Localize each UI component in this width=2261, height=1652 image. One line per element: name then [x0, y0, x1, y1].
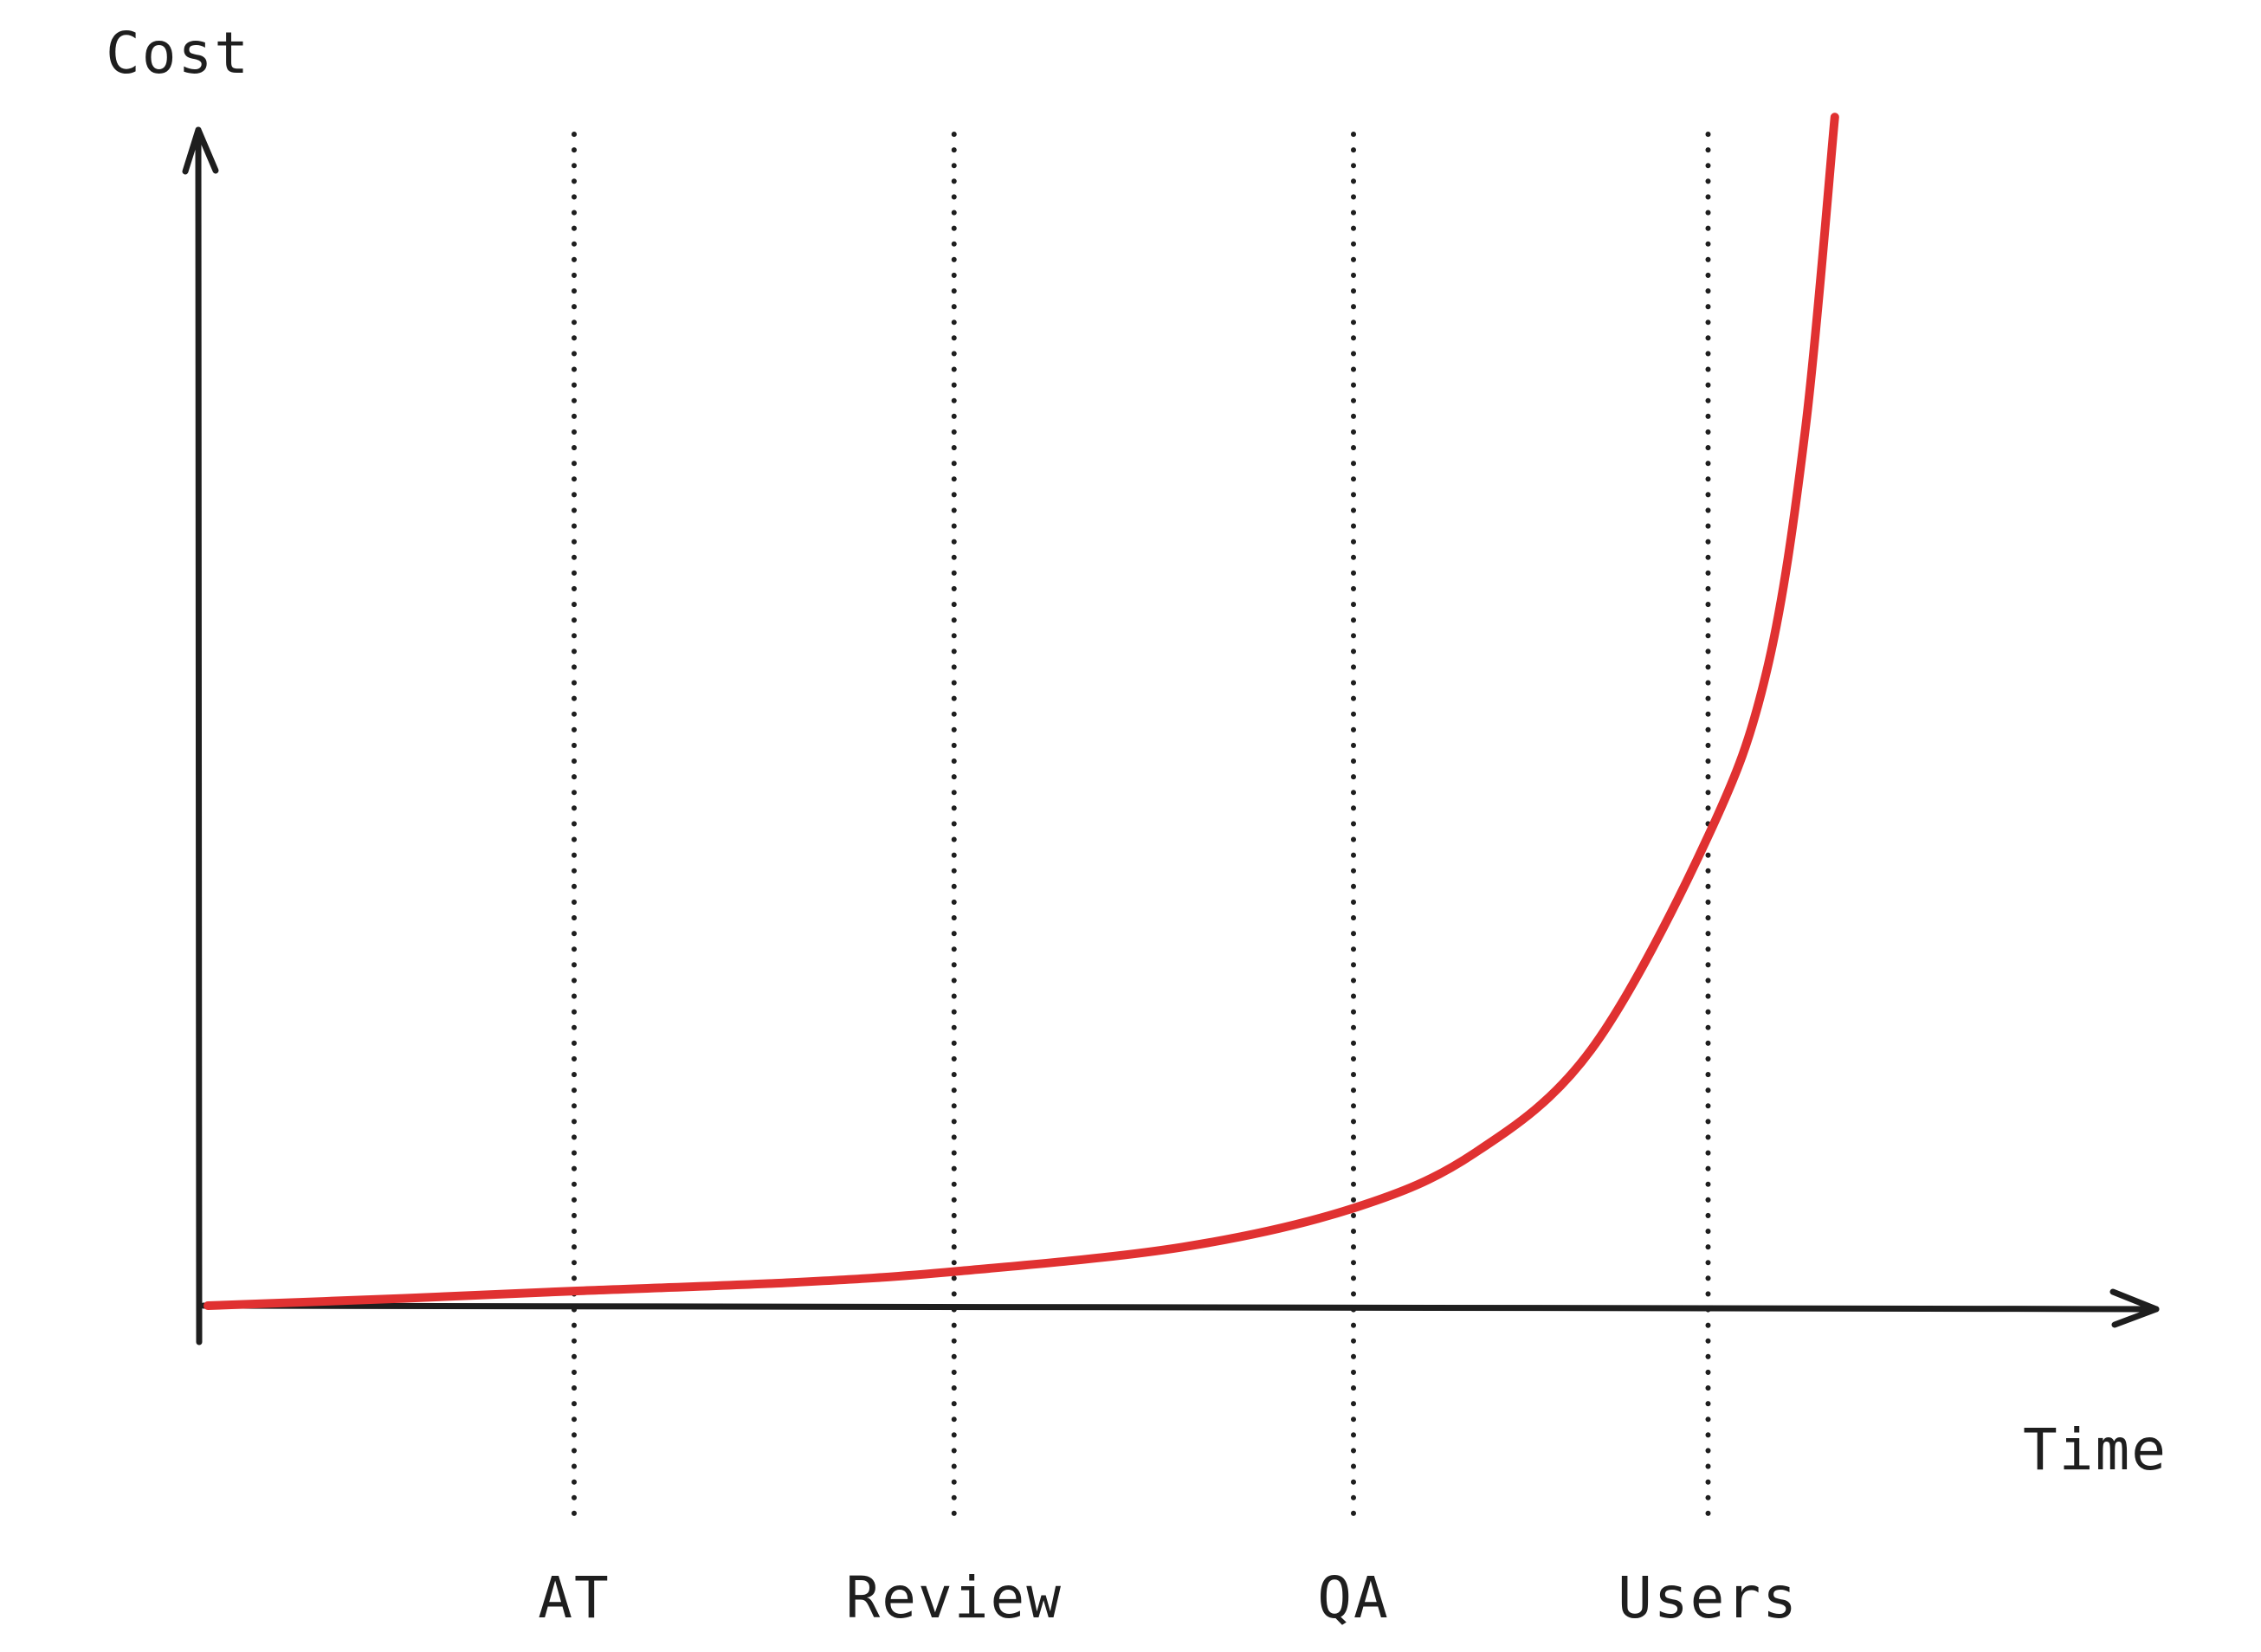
x-axis-arrowhead: [2109, 1288, 2160, 1328]
milestone-labels: AT Review QA Users: [538, 1565, 1799, 1631]
milestone-label-review: Review: [846, 1565, 1063, 1631]
milestone-label-at: AT: [538, 1565, 610, 1631]
y-axis-arrowhead: [182, 126, 219, 175]
x-axis-line: [200, 1302, 2160, 1313]
cost-curve-line: [203, 113, 1839, 1310]
milestone-lines: [572, 132, 1711, 1531]
y-axis-label: Cost: [106, 20, 250, 87]
x-axis-label: Time: [2023, 1416, 2167, 1483]
milestone-label-qa: QA: [1317, 1565, 1389, 1631]
axes: [182, 126, 2160, 1345]
series-layer: [203, 113, 1839, 1310]
y-axis-line: [195, 126, 203, 1345]
milestone-label-users: Users: [1618, 1565, 1799, 1631]
